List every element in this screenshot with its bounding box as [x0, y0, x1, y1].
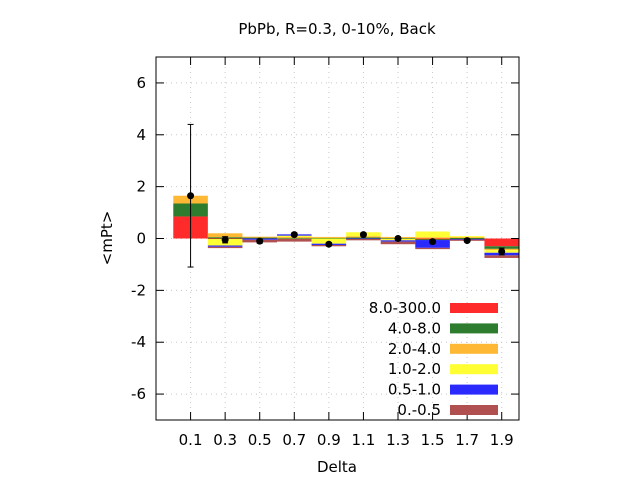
data-point — [325, 240, 333, 248]
data-point — [221, 236, 229, 244]
bar-segment — [207, 233, 243, 238]
y-tick-label: 0 — [136, 230, 146, 248]
legend-label: 0.-0.5 — [397, 401, 441, 419]
y-tick-label: 2 — [136, 178, 146, 196]
y-tick-label: -6 — [131, 385, 146, 403]
bar-segment — [484, 255, 519, 258]
chart-title: PbPb, R=0.3, 0-10%, Back — [238, 20, 436, 38]
x-tick-label: 0.5 — [248, 431, 272, 449]
data-point — [359, 231, 367, 239]
bar-segment — [484, 246, 519, 249]
y-axis-label: <mPt> — [98, 211, 116, 266]
bar-segment — [242, 236, 277, 238]
x-tick-label: 1.9 — [490, 431, 514, 449]
bar-segment — [346, 238, 381, 240]
y-tick-label: -2 — [131, 281, 146, 299]
x-tick-label: 0.1 — [179, 431, 203, 449]
bar-segment — [415, 231, 450, 238]
legend-label: 1.0-2.0 — [388, 360, 441, 378]
legend-label: 8.0-300.0 — [369, 299, 441, 317]
x-tick-label: 0.3 — [213, 431, 237, 449]
bar-segment — [449, 236, 485, 238]
legend-swatch — [450, 364, 498, 375]
legend-swatch — [450, 405, 498, 415]
x-tick-label: 0.7 — [282, 431, 306, 449]
legend-swatch — [450, 343, 498, 354]
bar-segment — [346, 237, 381, 239]
y-tick-label: 6 — [136, 74, 146, 92]
legend-swatch — [450, 384, 498, 395]
legend-swatch — [450, 323, 498, 334]
data-point — [498, 247, 506, 255]
bar-segment — [415, 247, 450, 250]
data-point — [394, 235, 402, 242]
x-tick-label: 1.3 — [386, 431, 410, 449]
bar-segment — [207, 246, 243, 249]
bar-segment — [415, 237, 450, 239]
bar-segment — [311, 236, 347, 238]
bar-segment — [207, 245, 243, 247]
x-axis-ticks: 0.1 0.3 0.5 0.7 0.9 1.1 1.3 1.5 1.7 1.9 — [179, 57, 514, 449]
bar-segment — [346, 239, 381, 241]
bar-segment — [277, 239, 312, 242]
y-tick-label: -4 — [131, 333, 146, 351]
bar-segment — [277, 238, 312, 240]
x-tick-label: 0.9 — [317, 431, 341, 449]
x-tick-label: 1.1 — [351, 431, 375, 449]
x-axis-label: Delta — [317, 458, 357, 476]
legend-label: 0.5-1.0 — [388, 381, 441, 399]
legend-label: 2.0-4.0 — [388, 340, 441, 358]
legend-swatch — [450, 303, 498, 313]
y-axis-ticks: -6 -4 -2 0 2 4 6 — [131, 74, 519, 403]
bar-segment — [380, 241, 416, 245]
bar-segment — [311, 237, 347, 239]
y-tick-label: 4 — [136, 126, 146, 144]
legend: 8.0-300.0 4.0-8.0 2.0-4.0 1.0-2.0 0.5-1.0 0.-… — [369, 299, 498, 419]
data-points — [187, 123, 506, 268]
bar-segment — [484, 238, 519, 247]
data-point — [290, 231, 298, 239]
bars — [173, 195, 519, 258]
data-point — [463, 237, 471, 245]
data-point — [256, 237, 264, 245]
legend-label: 4.0-8.0 — [388, 319, 441, 337]
data-point — [187, 192, 195, 200]
x-tick-label: 1.5 — [421, 431, 445, 449]
data-point — [429, 238, 437, 246]
x-tick-label: 1.7 — [455, 431, 479, 449]
